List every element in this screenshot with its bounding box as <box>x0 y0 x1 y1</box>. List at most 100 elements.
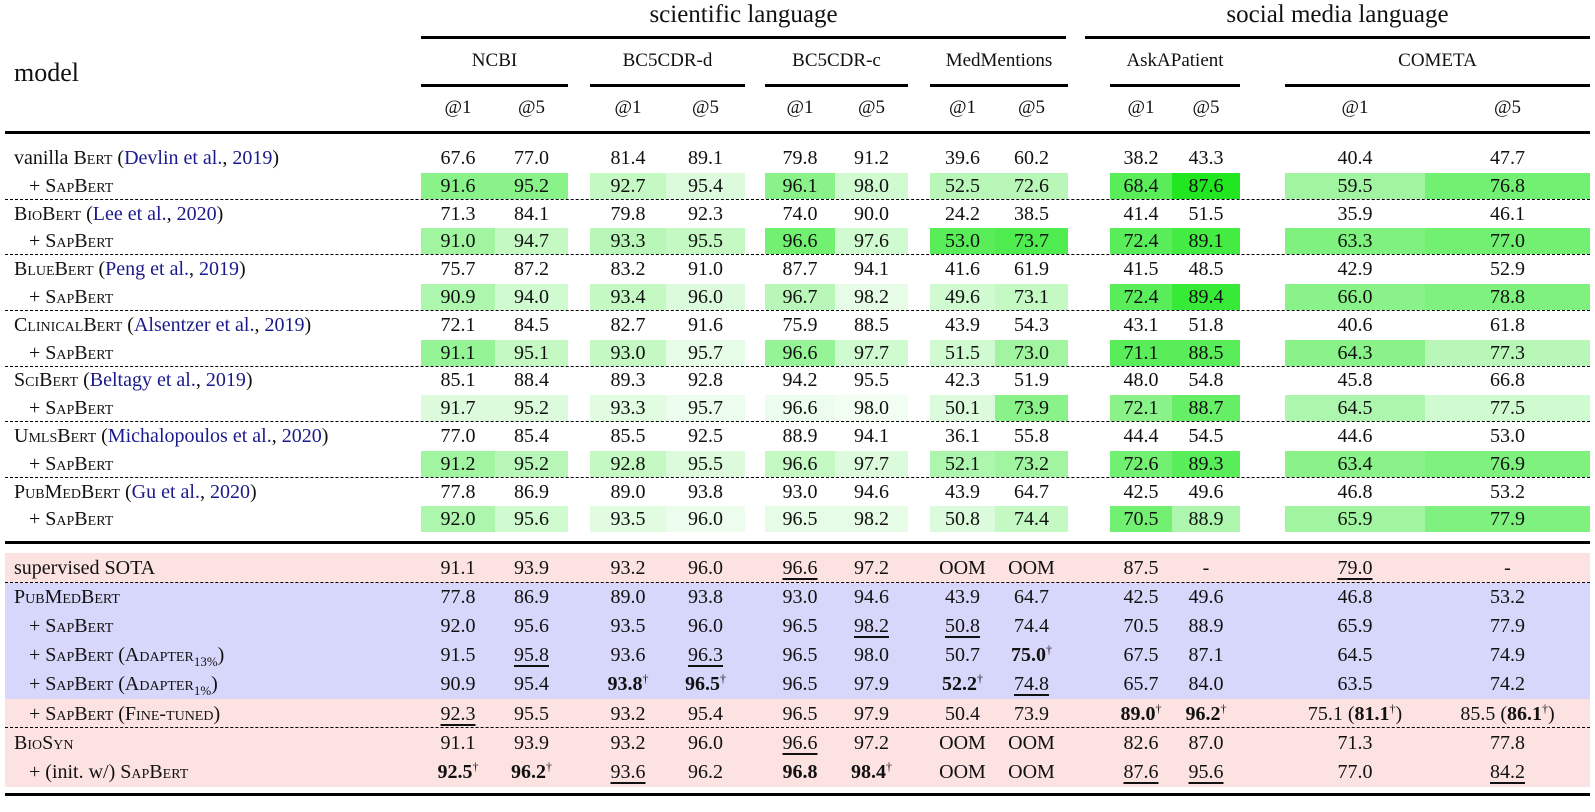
label-text: ( <box>81 202 93 225</box>
citation-link[interactable]: 2019 <box>232 147 273 169</box>
score-value: 96.5 <box>685 673 720 696</box>
score-cell: 79.0 <box>1285 555 1425 581</box>
score-cell: 54.8 <box>1172 367 1240 393</box>
dagger-mark: † <box>1046 642 1052 657</box>
score-value: 94.6 <box>854 480 889 503</box>
score-cell: 91.1 <box>421 555 495 581</box>
score-cell: 84.0 <box>1172 671 1240 697</box>
score-value: 95.5 <box>514 702 549 725</box>
score-value: 52.1 <box>945 452 980 475</box>
score-cell: OOM <box>995 730 1068 756</box>
group-title-social: social media language <box>1226 1 1449 28</box>
score-cell: 66.0 <box>1285 284 1425 310</box>
row-background <box>5 553 1590 584</box>
citation-link[interactable]: 2019 <box>205 369 246 392</box>
score-value: 89.0 <box>1120 702 1156 725</box>
dataset-header: BC5CDR-c <box>792 50 881 71</box>
score-cell: 63.3 <box>1285 228 1425 255</box>
group-rule <box>1085 36 1590 39</box>
score-cell: 36.1 <box>930 423 995 449</box>
score-cell: 93.6 <box>590 642 666 668</box>
citation-link[interactable]: Devlin et al. <box>124 147 223 169</box>
score-cell: 48.0 <box>1110 367 1172 393</box>
score-value: 96.2 <box>1185 702 1221 725</box>
score-cell: 73.1 <box>995 284 1068 310</box>
score-value: 39.6 <box>945 147 980 169</box>
dagger-mark: † <box>886 759 892 774</box>
score-value: 91.7 <box>440 397 476 420</box>
score-cell: 91.2 <box>835 145 908 171</box>
score-cell: OOM <box>930 555 995 581</box>
score-cell: 82.7 <box>590 312 666 338</box>
score-value: 68.4 <box>1123 174 1159 197</box>
citation-link[interactable]: Lee et al. <box>92 202 167 225</box>
score-cell: 49.6 <box>930 284 995 310</box>
score-value: 43.9 <box>945 313 980 336</box>
score-cell: 72.1 <box>1110 395 1172 422</box>
score-cell: - <box>1425 555 1590 581</box>
score-cell: 75.7 <box>421 256 495 282</box>
citation-link[interactable]: Michalopoulos et al. <box>107 425 272 447</box>
score-value: 87.1 <box>1188 644 1224 667</box>
citation-link[interactable]: Alsentzer et al. <box>133 313 255 336</box>
paren-close: ) <box>1548 702 1555 725</box>
score-cell: 95.8 <box>495 642 568 668</box>
score-value: 89.3 <box>610 369 646 392</box>
score-value: 85.4 <box>514 425 549 447</box>
score-value: 89.1 <box>1188 230 1224 253</box>
score-cell: 96.6 <box>765 395 835 422</box>
dagger-mark: † <box>642 671 649 686</box>
score-value: 87.5 <box>1123 557 1159 579</box>
score-cell: 93.2 <box>590 730 666 756</box>
model-name: SapBert <box>45 673 114 696</box>
score-value: 93.6 <box>610 644 646 667</box>
label-text: , <box>271 425 282 447</box>
citation-link[interactable]: 2019 <box>264 313 305 336</box>
score-cell: 87.2 <box>495 256 568 282</box>
score-value: 51.5 <box>1188 202 1224 225</box>
score-cell: 77.9 <box>1425 613 1590 639</box>
score-cell: 77.5 <box>1425 395 1590 422</box>
score-cell: 95.2 <box>495 395 568 422</box>
score-cell: 63.5 <box>1285 671 1425 697</box>
dataset-header: COMETA <box>1398 50 1477 71</box>
score-cell: 91.6 <box>666 312 745 338</box>
score-cell: 77.0 <box>421 423 495 449</box>
label-text: , <box>189 258 200 281</box>
score-cell: 51.8 <box>1172 312 1240 338</box>
dataset-header: NCBI <box>471 50 518 71</box>
score-value: 79.8 <box>610 202 646 225</box>
citation-link[interactable]: 2020 <box>281 425 322 447</box>
score-cell: 50.8 <box>930 506 995 533</box>
score-value: 84.2 <box>1490 760 1525 783</box>
citation-link[interactable]: Gu et al. <box>131 480 200 503</box>
citation-link[interactable]: 2020 <box>209 480 250 503</box>
citation-link[interactable]: 2020 <box>176 202 217 225</box>
label-text: + <box>14 286 46 308</box>
citation-link[interactable]: Beltagy et al. <box>89 369 196 392</box>
model-name: Fine-tuned <box>124 702 214 725</box>
score-value: 91.0 <box>440 230 476 253</box>
score-cell: 87.6 <box>1172 172 1240 199</box>
score-cell: 77.8 <box>421 479 495 505</box>
score-value: 63.4 <box>1337 452 1373 475</box>
row-background <box>5 669 1590 700</box>
score-cell: 54.5 <box>1172 423 1240 449</box>
model-label: + (init. w/) SapBert <box>14 759 188 785</box>
score-value: 52.5 <box>945 174 980 197</box>
score-value: 74.4 <box>1014 508 1049 531</box>
model-label: + SapBert <box>14 451 113 477</box>
score-cell: 92.3 <box>421 701 495 727</box>
score-value: 38.5 <box>1014 202 1049 225</box>
score-value: 41.6 <box>945 258 980 281</box>
citation-link[interactable]: 2019 <box>199 258 240 281</box>
citation-link[interactable]: Peng et al. <box>105 258 190 281</box>
score-value: 50.4 <box>945 702 980 725</box>
score-cell: 85.4 <box>495 423 568 449</box>
score-cell: 92.8 <box>590 450 666 477</box>
score-cell: 50.7 <box>930 642 995 668</box>
score-value: 77.0 <box>514 147 549 169</box>
score-cell: 87.5 <box>1110 555 1172 581</box>
score-value: 74.0 <box>782 202 818 225</box>
score-value: 96.5 <box>782 702 818 725</box>
